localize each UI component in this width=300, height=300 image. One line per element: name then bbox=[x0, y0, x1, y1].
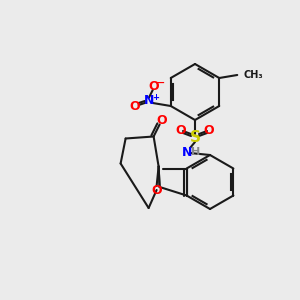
Text: CH₃: CH₃ bbox=[243, 70, 263, 80]
Text: O: O bbox=[148, 80, 159, 94]
Text: O: O bbox=[204, 124, 214, 137]
Text: O: O bbox=[151, 184, 162, 196]
Text: +: + bbox=[152, 94, 159, 103]
Text: O: O bbox=[156, 114, 167, 127]
Text: N: N bbox=[182, 146, 192, 158]
Text: H: H bbox=[191, 147, 201, 157]
Text: N: N bbox=[144, 94, 154, 107]
Text: O: O bbox=[176, 124, 186, 137]
Text: S: S bbox=[190, 130, 200, 146]
Text: O: O bbox=[129, 100, 140, 112]
Text: −: − bbox=[156, 78, 165, 88]
